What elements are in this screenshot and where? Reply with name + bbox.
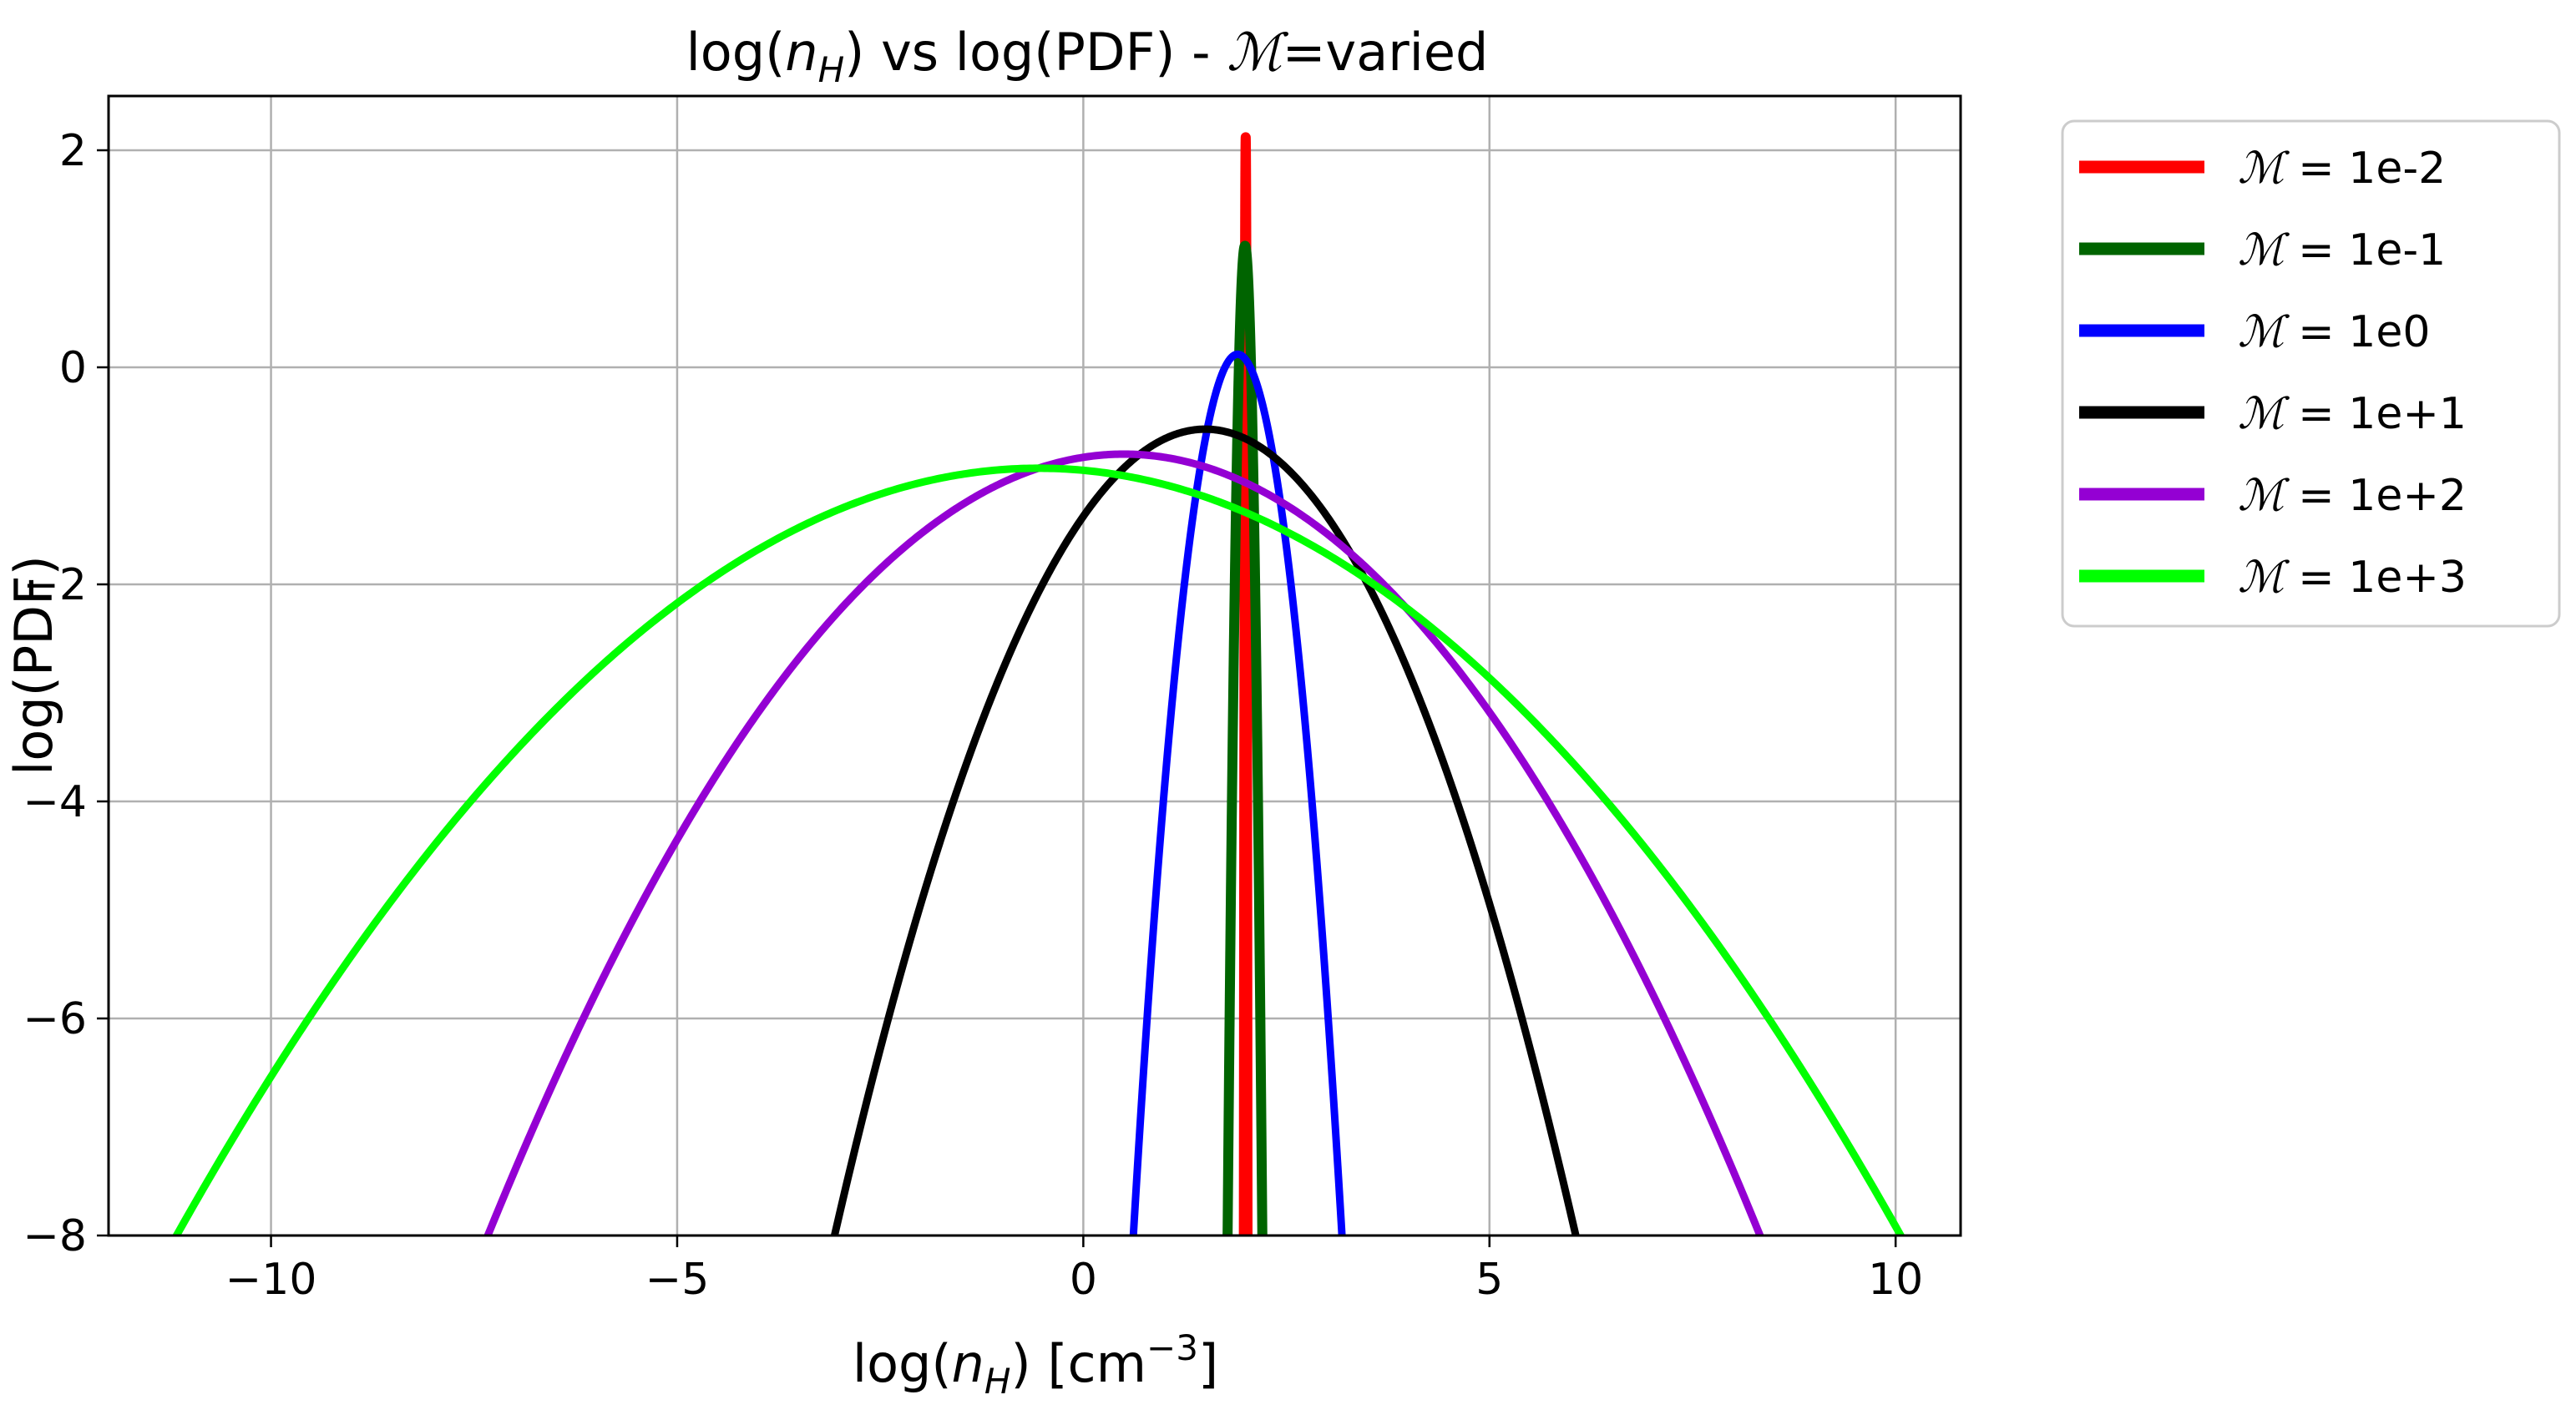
chart-title: log(nH) vs log(PDF) - ℳ=varied	[686, 22, 1489, 90]
x-tick-label: −5	[645, 1255, 710, 1305]
x-ticks: −10 −5 0 5 10	[225, 1236, 1923, 1305]
x-tick-label: −10	[225, 1255, 317, 1305]
series-line	[1222, 240, 1268, 1236]
y-tick-label: −4	[23, 777, 87, 827]
legend-label: ℳ = 1e-2	[2238, 144, 2446, 194]
plot-frame	[107, 94, 1962, 1237]
x-tick-label: 0	[1070, 1255, 1097, 1305]
legend-label: ℳ = 1e-1	[2238, 225, 2446, 275]
y-tick-label: −8	[23, 1211, 87, 1261]
series-line	[1129, 350, 1346, 1236]
y-ticks: 2 0 −2 −4 −6 −8	[23, 126, 109, 1261]
y-tick-label: −6	[23, 994, 87, 1044]
legend-label: ℳ = 1e0	[2238, 307, 2430, 357]
legend-label: ℳ = 1e+3	[2238, 553, 2467, 603]
y-tick-label: −2	[23, 560, 87, 610]
legend-label: ℳ = 1e+2	[2238, 471, 2467, 521]
x-tick-label: 10	[1868, 1255, 1923, 1305]
x-tick-label: 5	[1475, 1255, 1503, 1305]
series-line	[830, 425, 1580, 1236]
y-tick-label: 0	[59, 343, 87, 393]
y-tick-label: 2	[59, 126, 87, 176]
legend-box	[2061, 119, 2561, 628]
series-lines	[172, 132, 1905, 1236]
x-axis-label: log(nH) [cm−3]	[853, 1327, 1218, 1402]
series-line	[483, 450, 1764, 1236]
y-axis-label: log(PDF)	[3, 555, 64, 776]
series-line	[1238, 132, 1253, 1236]
legend: ℳ = 1e-2 ℳ = 1e-1 ℳ = 1e0 ℳ = 1e+1 ℳ = 1e+2 ℳ…	[2061, 119, 2561, 628]
legend-label: ℳ = 1e+1	[2238, 389, 2467, 439]
series-line	[172, 464, 1905, 1236]
